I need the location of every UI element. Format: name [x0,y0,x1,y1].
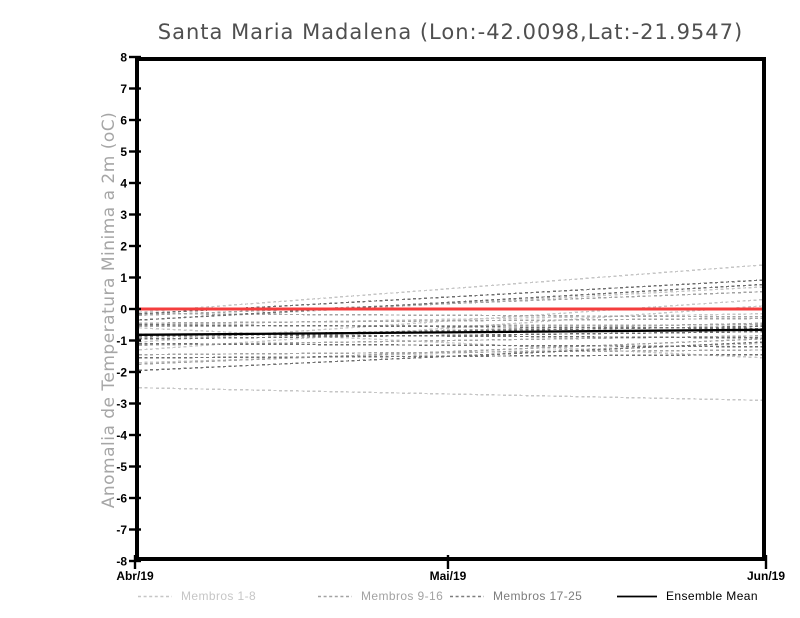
y-tick-label: -2 [116,366,127,380]
y-tick-label: 3 [120,208,127,222]
ensemble-member-line [138,338,765,365]
y-tick-label: -5 [116,460,127,474]
x-tick-label: Jun/19 [747,569,785,583]
y-tick-label: 2 [120,240,127,254]
x-tick-label: Abr/19 [116,569,154,583]
y-tick-label: 5 [120,145,127,159]
ensemble-member-line [138,327,765,359]
y-tick-label: 4 [120,177,127,191]
ensemble-member-line [138,313,765,318]
ensemble-member-line [138,305,765,351]
legend-solid-line-sample [617,595,657,598]
legend-item: Membros 1-8 [138,587,256,605]
ensemble-member-line [138,330,765,340]
y-tick-label: -8 [116,555,127,569]
legend-item: Ensemble Mean [617,587,758,605]
y-tick-label: -4 [116,429,127,443]
chart-title: Santa Maria Madalena (Lon:-42.0098,Lat:-… [157,20,744,44]
ensemble-member-line [138,353,765,359]
legend: Membros 1-8 Membros 9-16 Membros 17-25 Ense… [0,587,800,605]
y-tick-label: -1 [116,334,127,348]
series-layer [138,264,765,402]
y-tick-label: -3 [116,397,127,411]
ensemble-member-line [138,298,765,343]
ensemble-member-line [138,322,765,339]
y-tick-label: 1 [120,271,127,285]
y-tick-label: 6 [120,114,127,128]
ensemble-member-line [138,283,765,321]
y-tick-label: 0 [120,303,127,317]
legend-item: Membros 17-25 [450,587,582,605]
legend-dashed-line-sample [450,595,484,598]
legend-dashed-line-sample [138,595,172,598]
ensemble-member-line [138,333,765,339]
ensemble-member-line [138,341,765,372]
ensemble-member-line [138,324,765,328]
legend-item-label: Membros 1-8 [181,589,257,603]
ensemble-member-line [138,313,765,326]
ensemble-member-line [138,342,765,348]
ensemble-member-line [138,279,765,315]
ensemble-member-line [138,290,765,316]
ensemble-member-line [138,264,765,313]
ensemble-member-line [138,349,765,356]
ensemble-member-line [138,387,765,402]
y-tick-label: -6 [116,492,127,506]
y-tick-label: -7 [116,523,127,537]
y-tick-label: 7 [120,82,127,96]
ensemble-member-line [138,286,765,321]
legend-item-label: Membros 9-16 [361,589,444,603]
legend-item: Membros 9-16 [318,587,443,605]
y-tick-label: 8 [120,51,127,65]
x-tick-label: Mai/19 [430,569,467,583]
ensemble-member-line [138,317,765,324]
ensemble-member-line [138,342,765,364]
legend-item-label: Ensemble Mean [666,589,758,603]
legend-item-label: Membros 17-25 [493,589,583,603]
ensemble-member-line [138,335,765,346]
ensemble-mean-line [138,328,765,336]
legend-dashed-line-sample [318,595,352,598]
ensemble-member-line [138,324,765,330]
ensemble-member-line [138,325,765,337]
